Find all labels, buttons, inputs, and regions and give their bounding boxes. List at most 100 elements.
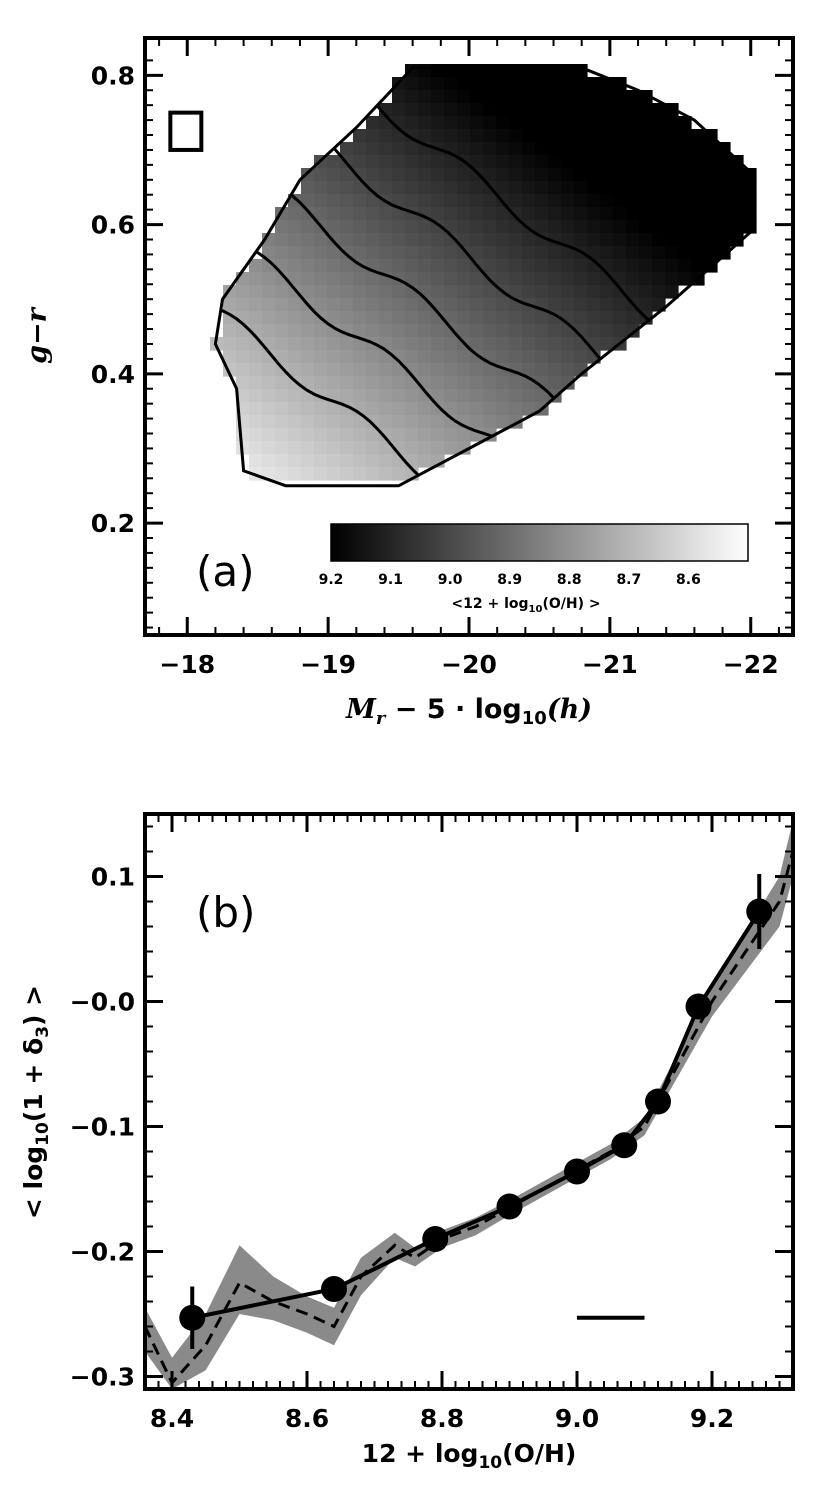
heatmap-cell [353,298,367,312]
heatmap-cell [379,181,393,195]
data-point [685,993,712,1020]
heatmap-cell [522,272,536,286]
heatmap-cell [327,415,341,429]
heatmap-cell [574,233,588,247]
heatmap-cell [301,376,315,390]
heatmap-cell [418,350,432,364]
heatmap-cell [509,155,523,169]
heatmap-cell [548,103,562,117]
heatmap-cell [288,246,302,260]
heatmap-cell [418,337,432,351]
heatmap-cell [288,441,302,455]
heatmap-cell [548,194,562,208]
heatmap-cell [249,402,263,416]
heatmap-cell [379,155,393,169]
heatmap-cell [288,415,302,429]
heatmap-cell [236,428,250,442]
heatmap-cell [301,454,315,468]
heatmap-cell [340,194,354,208]
heatmap-cell [626,103,640,117]
heatmap-cell [314,233,328,247]
heatmap-cell [314,454,328,468]
heatmap-cell [548,116,562,130]
heatmap-cell [574,142,588,156]
axes-a: −18 −19 −20 −21 −22 0.2 0.4 0.6 0.8 [91,38,793,679]
heatmap-cell [366,246,380,260]
heatmap-cell [457,298,471,312]
heatmap-cell [483,129,497,143]
heatmap-cell [574,311,588,325]
heatmap-cell [691,246,705,260]
y-tick-label: 0.4 [91,360,135,389]
heatmap-cell [691,207,705,221]
heatmap-cell [275,441,289,455]
heatmap-cell [561,376,575,390]
heatmap-cell [470,129,484,143]
heatmap-cell [522,155,536,169]
heatmap-cell [587,77,601,91]
heatmap-cell [353,350,367,364]
heatmap-cell [535,311,549,325]
heatmap-cell [613,246,627,260]
y-tick-label: 0.6 [91,211,135,240]
heatmap-cell [600,246,614,260]
heatmap-cell [249,376,263,390]
heatmap-cell [600,142,614,156]
heatmap-cell [327,454,341,468]
heatmap-cell [223,298,237,312]
heatmap-cell [392,181,406,195]
heatmap-cell [561,129,575,143]
heatmap-cell [262,376,276,390]
heatmap-cell [626,259,640,273]
heatmap-cell [327,428,341,442]
heatmap-cell [496,233,510,247]
heatmap-cell [522,246,536,260]
heatmap-cell [509,220,523,234]
heatmap-cell [353,246,367,260]
heatmap-cell [483,389,497,403]
heatmap-cell [353,220,367,234]
heatmap-cell [223,337,237,351]
heatmap-cell [444,181,458,195]
heatmap-cell [392,402,406,416]
heatmap-cell [405,116,419,130]
heatmap-cell [301,363,315,377]
heatmap-cell [288,350,302,364]
heatmap-cell [496,259,510,273]
heatmap-cell [418,103,432,117]
heatmap-cell [418,272,432,286]
heatmap-cell [444,246,458,260]
heatmap-cell [379,415,393,429]
x-tick-label: −19 [300,650,356,679]
heatmap-cell [665,285,679,299]
heatmap-cell [418,389,432,403]
heatmap-cell [496,376,510,390]
heatmap-cell [561,207,575,221]
heatmap-cell [652,155,666,169]
heatmap-cell [366,272,380,286]
heatmap-cell [548,324,562,338]
heatmap-cell [379,233,393,247]
heatmap-cell [626,181,640,195]
heatmap-cell [470,246,484,260]
heatmap-cell [522,285,536,299]
heatmap-cell [288,272,302,286]
heatmap-cell [418,77,432,91]
heatmap-cell [275,285,289,299]
heatmap-cell [522,64,536,78]
heatmap-cell [431,285,445,299]
heatmap-cell [652,285,666,299]
heatmap-cell [366,467,380,481]
heatmap-cell [496,337,510,351]
heatmap-cell [613,207,627,221]
heatmap-cell [301,337,315,351]
heatmap-cell [366,311,380,325]
heatmap-cell [548,350,562,364]
heatmap-cell [392,285,406,299]
heatmap-cell [392,246,406,260]
heatmap-cell [509,233,523,247]
heatmap-cell [444,207,458,221]
heatmap-cell [444,155,458,169]
x-tick-label: 8.4 [150,1404,194,1433]
heatmap-cell [366,220,380,234]
